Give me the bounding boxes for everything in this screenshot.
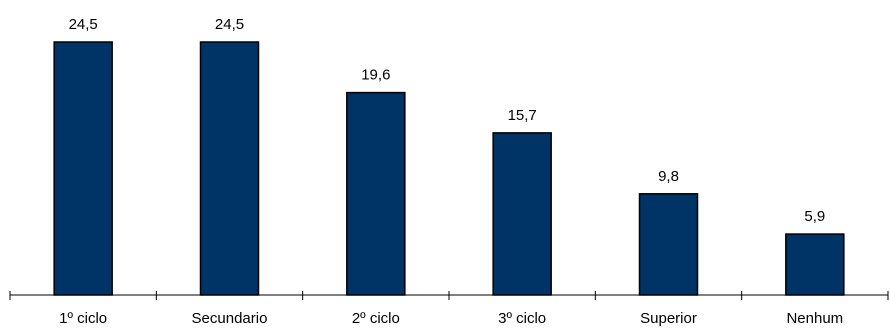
bar-1: [199, 41, 260, 296]
value-label-0: 24,5: [69, 16, 98, 33]
bar-2: [346, 91, 406, 296]
category-label-1: Secundario: [192, 310, 268, 327]
category-label-0: 1º ciclo: [59, 310, 107, 327]
category-label-4: Superior: [640, 310, 697, 327]
value-labels-group: 24,5 24,5 19,6 15,7 9,8 5,9: [69, 16, 826, 225]
bar-5: [785, 233, 845, 296]
x-axis-ticks: [9, 291, 889, 300]
value-label-1: 24,5: [215, 16, 244, 33]
value-label-2: 19,6: [361, 67, 390, 84]
bar-4: [638, 193, 699, 296]
value-label-5: 5,9: [804, 208, 825, 225]
bars-group: [53, 41, 845, 296]
bar-3: [492, 132, 552, 296]
bar-0: [53, 41, 113, 296]
category-label-5: Nenhum: [786, 310, 843, 327]
category-label-2: 2º ciclo: [352, 310, 400, 327]
value-label-4: 9,8: [658, 168, 679, 185]
value-label-3: 15,7: [508, 107, 537, 124]
category-labels-group: 1º ciclo Secundario 2º ciclo 3º ciclo Superi…: [59, 310, 843, 327]
category-label-3: 3º ciclo: [498, 310, 546, 327]
